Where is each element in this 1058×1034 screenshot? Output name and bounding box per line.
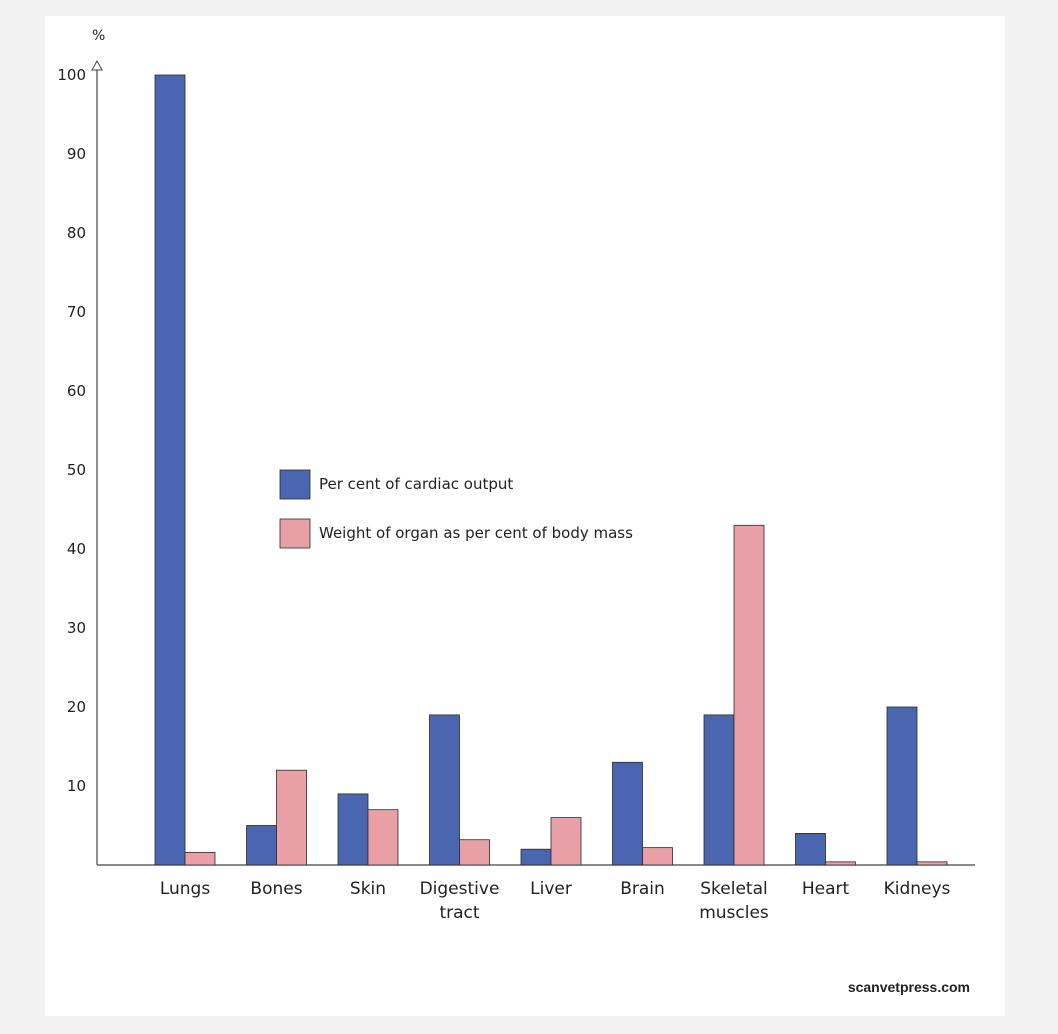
bar-cardiac-output	[795, 833, 826, 866]
category-label-line: Skeletal	[700, 879, 767, 899]
y-tick-label: 40	[67, 540, 86, 558]
y-tick-label: 50	[67, 461, 86, 479]
category-label-line: Bones	[250, 879, 302, 899]
category-label: Brain	[620, 879, 665, 899]
bar-cardiac-output	[154, 74, 186, 866]
category-label-line: Skin	[350, 879, 386, 899]
bar-body-mass	[642, 847, 673, 866]
legend-label: Per cent of cardiac output	[319, 475, 513, 493]
bar-cardiac-output	[612, 761, 643, 866]
y-tick-label: 100	[57, 66, 86, 84]
category-label-line: tract	[439, 903, 479, 923]
legend-label: Weight of organ as per cent of body mass	[319, 524, 633, 542]
category-label: Kidneys	[884, 879, 951, 899]
y-axis-arrow	[91, 59, 103, 71]
bar-cardiac-output	[246, 825, 277, 866]
source-credit: scanvetpress.com	[848, 979, 970, 995]
category-label-line: Kidneys	[884, 879, 951, 899]
category-label: Lungs	[160, 879, 211, 899]
bar-cardiac-output	[520, 848, 552, 866]
y-tick-label: 10	[67, 777, 86, 795]
category-label-line: Digestive	[420, 879, 500, 899]
category-labels: Lungs Bones Skin Digestive tract Liver Brain Sk…	[160, 879, 951, 923]
bar-cardiac-output	[429, 714, 460, 866]
bar-body-mass	[184, 851, 216, 866]
bars	[154, 74, 948, 866]
bar-body-mass	[733, 524, 765, 866]
category-label-line: muscles	[699, 903, 769, 923]
axes: %	[91, 28, 975, 866]
y-tick-label: 20	[67, 698, 86, 716]
category-label-line: Brain	[620, 879, 665, 899]
y-tick-labels: 10 20 30 40 50 60 70 80 90 100	[57, 66, 86, 795]
category-label: Heart	[802, 879, 850, 899]
y-axis-label: %	[92, 28, 105, 44]
category-label: Skin	[350, 879, 386, 899]
bar-body-mass	[276, 769, 307, 866]
category-label-line: Lungs	[160, 879, 211, 899]
bar-body-mass	[367, 809, 399, 866]
bar-cardiac-output	[703, 714, 735, 866]
y-tick-label: 60	[67, 382, 86, 400]
category-label: Digestive tract	[420, 879, 500, 923]
legend-swatch	[279, 469, 311, 500]
bar-body-mass	[825, 861, 856, 866]
bar-cardiac-output	[337, 793, 369, 866]
category-label: Bones	[250, 879, 302, 899]
y-tick-label: 80	[67, 224, 86, 242]
category-label: Skeletal muscles	[699, 879, 769, 923]
category-label: Liver	[530, 879, 572, 899]
bar-body-mass	[459, 839, 490, 866]
y-tick-label: 30	[67, 619, 86, 637]
y-tick-label: 90	[67, 145, 86, 163]
legend-swatch	[279, 518, 311, 549]
y-tick-label: 70	[67, 303, 86, 321]
legend: Per cent of cardiac output Weight of orga…	[279, 469, 633, 549]
bar-body-mass	[916, 861, 948, 866]
bar-cardiac-output	[886, 706, 918, 866]
bar-body-mass	[550, 817, 582, 866]
category-label-line: Heart	[802, 879, 850, 899]
category-label-line: Liver	[530, 879, 572, 899]
